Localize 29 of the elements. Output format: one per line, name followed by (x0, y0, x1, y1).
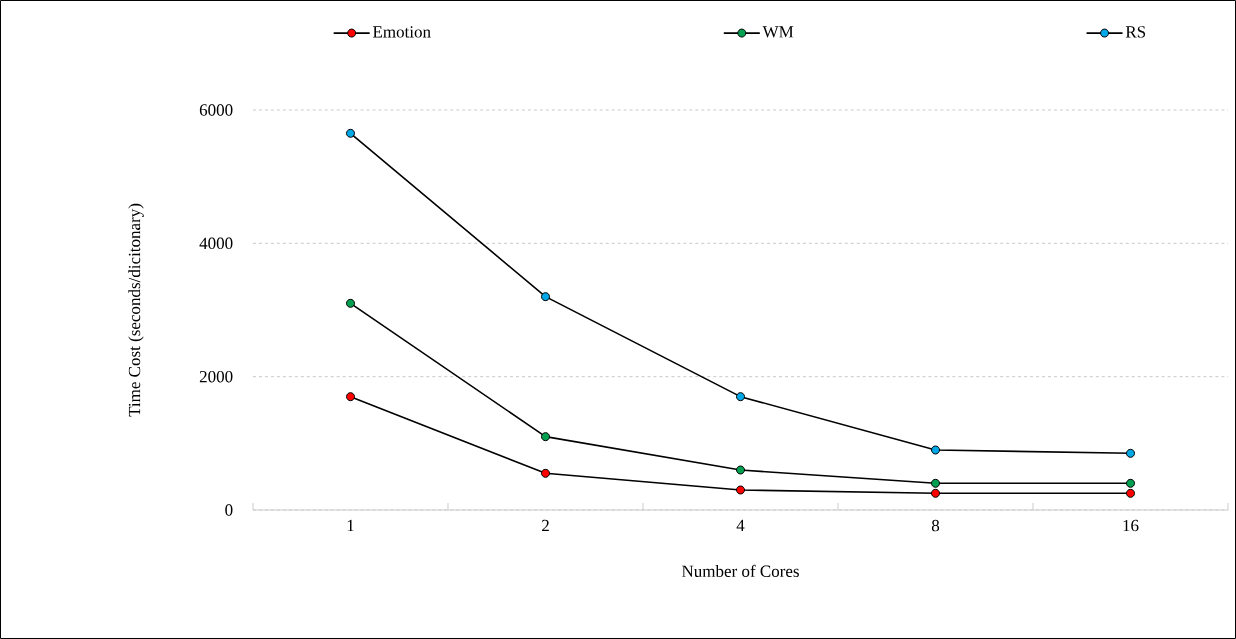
legend-label: Emotion (372, 26, 431, 38)
y-axis-title: Time Cost (seconds/dicitonary) (128, 203, 144, 417)
x-tick-label: 1 (347, 519, 354, 532)
legend-label: RS (1125, 26, 1146, 38)
x-tick-label: 4 (736, 519, 745, 532)
point (541, 292, 550, 302)
point (736, 465, 745, 475)
y-tick-label: 2000 (199, 370, 233, 383)
point (541, 468, 550, 478)
point (1126, 488, 1135, 498)
point (346, 392, 355, 402)
point (541, 432, 550, 442)
x-tick-label: 2 (542, 519, 549, 532)
y-tick-label: 4000 (199, 237, 233, 250)
point (736, 485, 745, 495)
point (1126, 448, 1135, 458)
y-tick-label: 0 (225, 504, 233, 516)
x-axis-title: Number of Cores (681, 564, 799, 577)
point (931, 488, 940, 498)
point (736, 392, 745, 402)
point (346, 128, 355, 138)
legend-label: WM (762, 26, 794, 38)
point (346, 298, 355, 308)
point (931, 478, 940, 488)
point (931, 445, 940, 455)
y-tick-label: 6000 (199, 104, 233, 116)
x-tick-label: 16 (1123, 519, 1139, 532)
x-tick-label: 8 (931, 519, 940, 532)
point (1126, 478, 1135, 488)
